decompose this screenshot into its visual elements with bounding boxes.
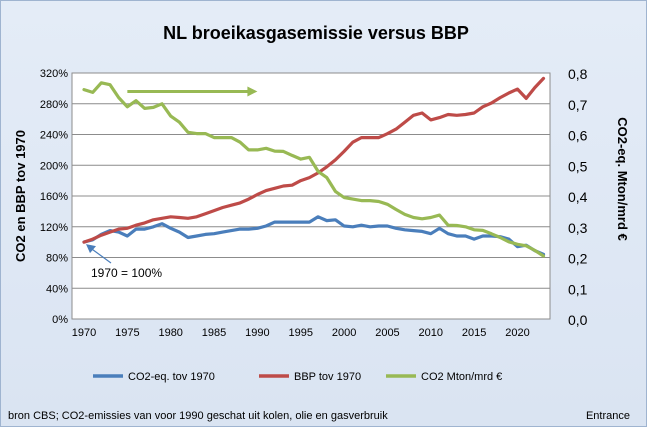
y-right-tick-label: 0,7 xyxy=(568,97,588,113)
y-left-tick-label: 240% xyxy=(40,130,68,142)
y-right-tick-label: 0,0 xyxy=(568,312,588,328)
x-tick-label: 2010 xyxy=(419,327,443,339)
x-tick-label: 2020 xyxy=(505,327,529,339)
y-left-tick-label: 320% xyxy=(40,68,68,80)
legend: CO2-eq. tov 1970 BBP tov 1970 CO2 Mton/mrd… xyxy=(93,371,502,383)
annotation-1970-label: 1970 = 100% xyxy=(91,266,162,280)
x-tick-label: 1990 xyxy=(245,327,269,339)
y-right-tick-label: 0,3 xyxy=(568,220,588,236)
y-left-tick-label: 280% xyxy=(40,99,68,111)
x-tick-label: 1985 xyxy=(202,327,226,339)
legend-label-1: CO2-eq. tov 1970 xyxy=(128,371,215,383)
y-left-tick-label: 80% xyxy=(46,253,68,265)
grid-lines xyxy=(72,103,550,289)
footer-credit: Entrance xyxy=(586,410,630,422)
series-line-3 xyxy=(82,81,546,258)
x-tick-label: 1975 xyxy=(115,327,139,339)
y-axis-right-title: CO2-eq. Mton/mrd € xyxy=(615,117,630,241)
series-layer xyxy=(82,76,546,258)
x-tick-label: 2015 xyxy=(462,327,486,339)
y-right-tick-label: 0,5 xyxy=(568,158,588,174)
y-left-tick-label: 0% xyxy=(52,314,68,326)
y-right-tick-label: 0,1 xyxy=(568,281,588,297)
trend-arrowhead xyxy=(247,86,258,97)
footer-source: bron CBS; CO2-emissies van voor 1990 ges… xyxy=(8,410,388,422)
x-tick-label: 1970 xyxy=(72,327,96,339)
legend-label-2: BBP tov 1970 xyxy=(294,371,361,383)
y-right-tick-label: 0,4 xyxy=(568,189,588,205)
x-tick-label: 2005 xyxy=(375,327,399,339)
y-right-tick-label: 0,2 xyxy=(568,251,588,267)
y-axis-left-title: CO2 en BBP tov 1970 xyxy=(13,130,28,262)
series-line-2 xyxy=(82,76,546,244)
y-left-tick-label: 40% xyxy=(46,283,68,295)
y-right-tick-label: 0,8 xyxy=(568,66,588,82)
x-tick-label: 2000 xyxy=(332,327,356,339)
chart-title: NL broeikasgasemissie versus BBP xyxy=(163,23,469,43)
series-line-1 xyxy=(82,215,546,256)
annotation-arrowhead xyxy=(86,244,96,254)
annotation-layer: 1970 = 100% xyxy=(86,86,258,280)
legend-label-3: CO2 Mton/mrd € xyxy=(421,371,502,383)
y-left-tick-label: 200% xyxy=(40,160,68,172)
annotation-arrow-line xyxy=(91,248,112,264)
x-tick-label: 1995 xyxy=(289,327,313,339)
x-tick-label: 1980 xyxy=(158,327,182,339)
y-left-tick-label: 120% xyxy=(40,222,68,234)
y-right-tick-label: 0,6 xyxy=(568,128,588,144)
y-left-tick-label: 160% xyxy=(40,191,68,203)
axis-ticks: 0% 0,0 40% 0,1 80% 0,2 120% 0,3 160% 0,4 200% 0,5 24… xyxy=(40,66,588,339)
